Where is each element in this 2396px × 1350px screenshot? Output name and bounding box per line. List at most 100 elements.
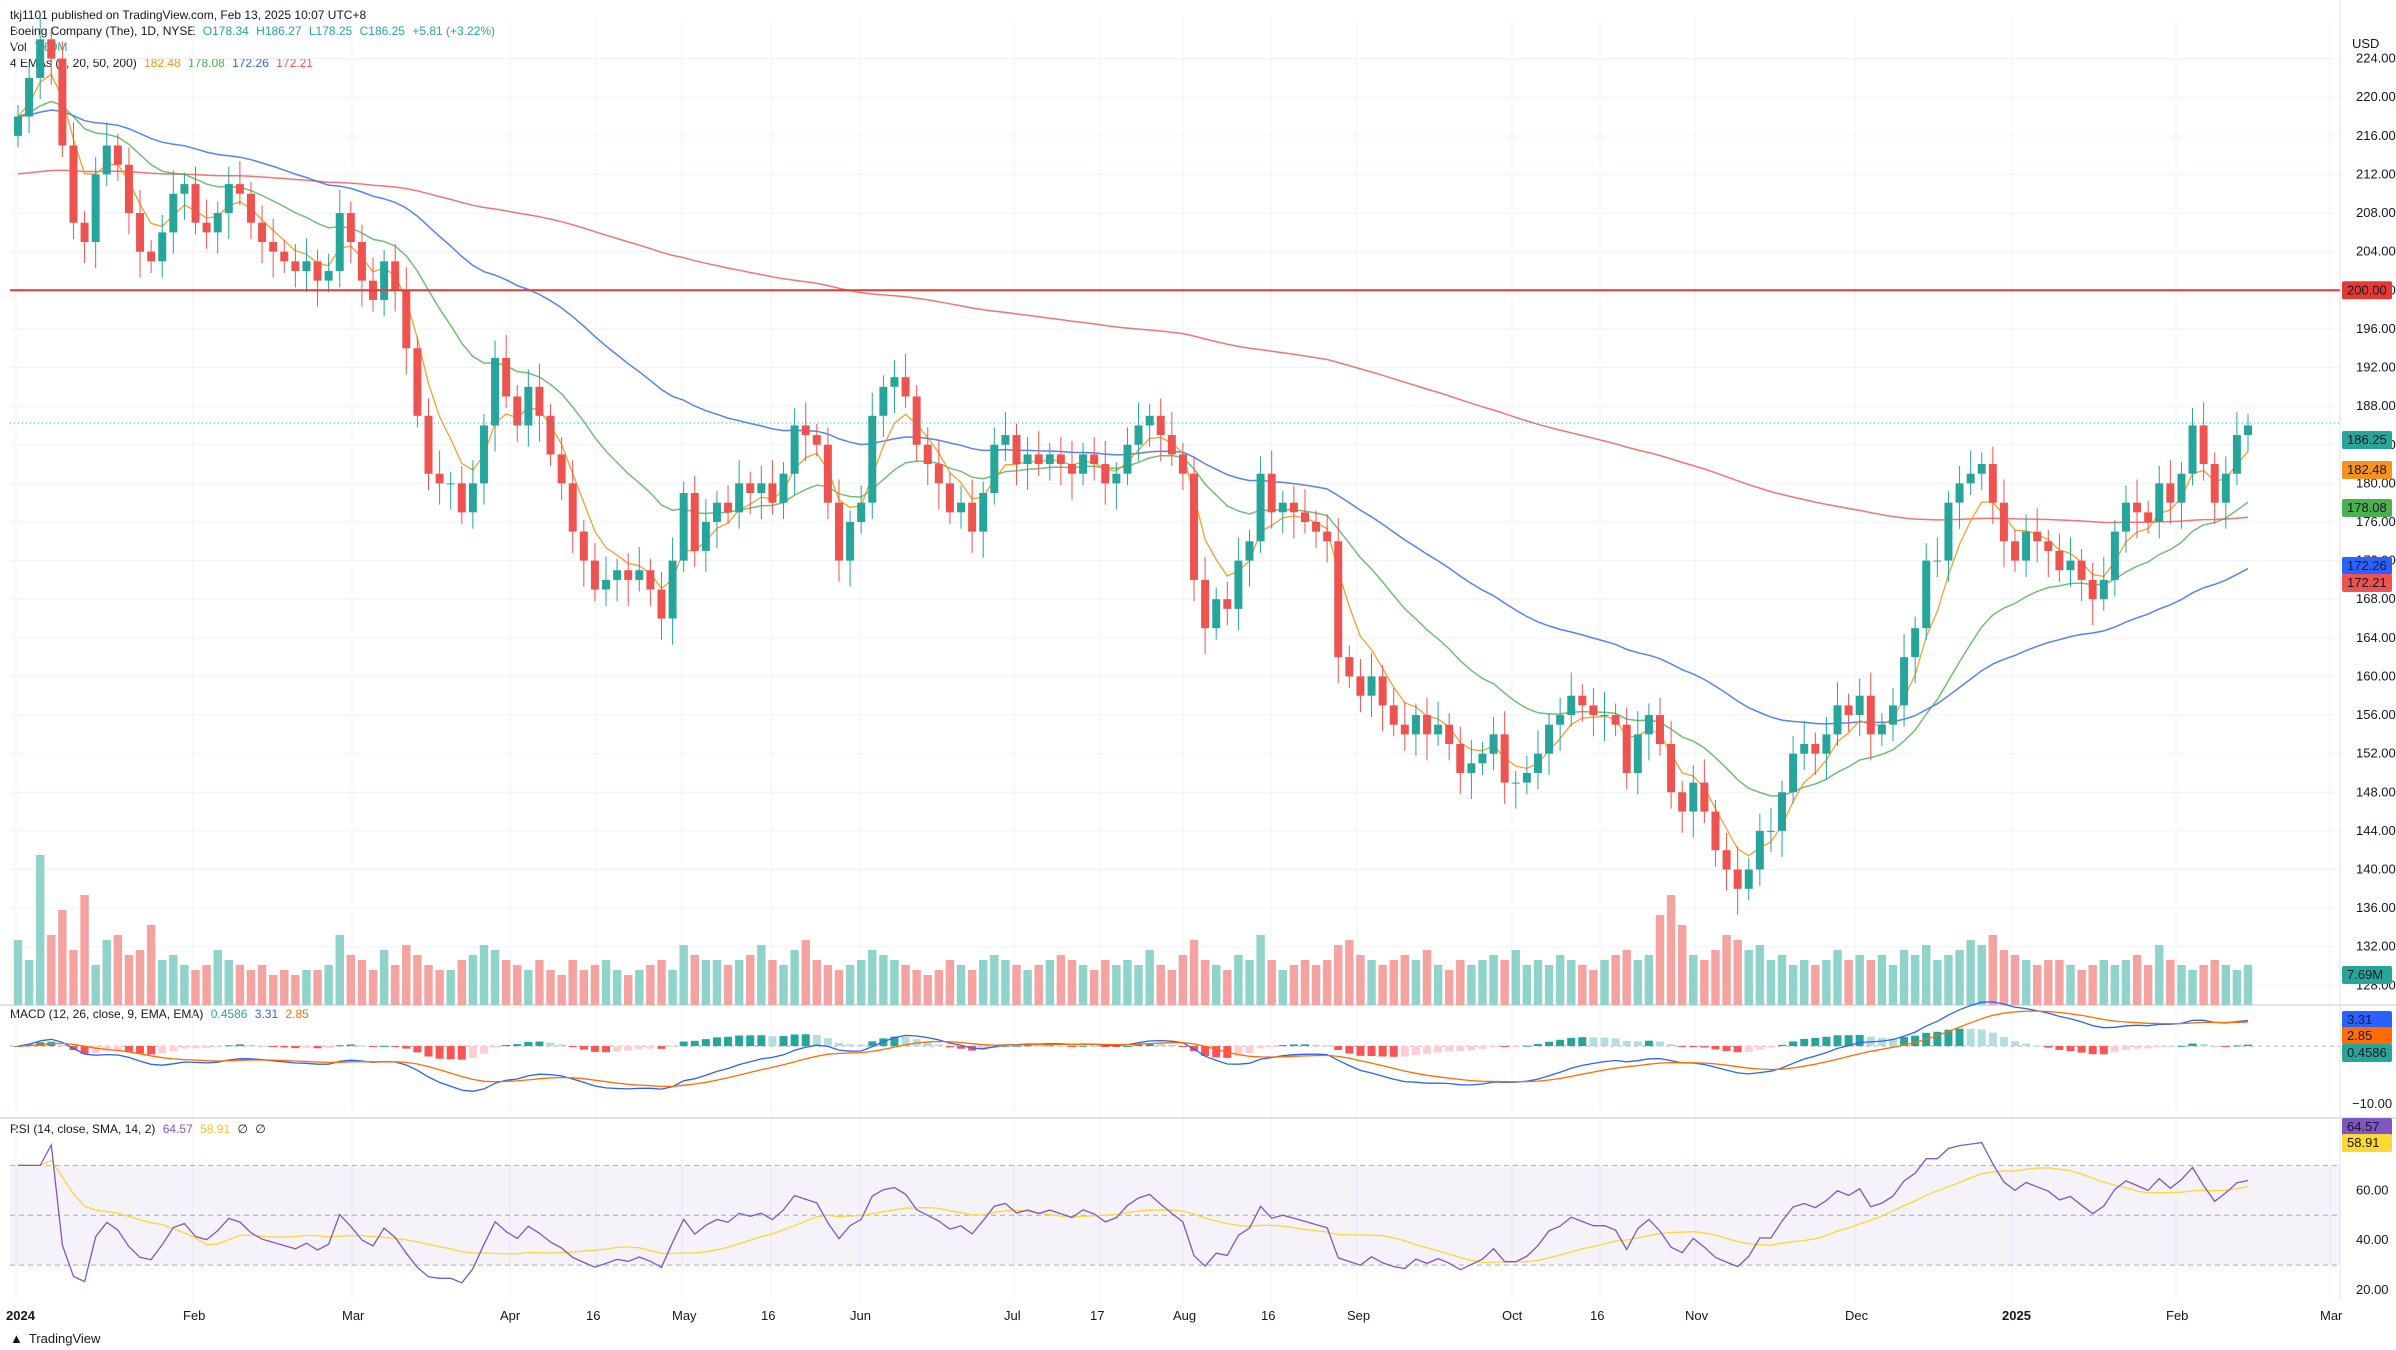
macd-hist-bar: [690, 1040, 699, 1047]
volume-bar: [402, 945, 411, 1005]
macd-hist-bar: [258, 1045, 267, 1047]
macd-hist-bar: [302, 1046, 311, 1048]
macd-hist-bar: [1900, 1037, 1909, 1047]
candle-body: [468, 483, 477, 513]
macd-hist-bar: [1578, 1037, 1587, 1047]
macd-hist-bar: [479, 1046, 488, 1054]
macd-hist-bar: [2144, 1046, 2153, 1049]
macd-hist-bar: [1434, 1046, 1443, 1053]
rsi-extra-2: ∅: [255, 1122, 266, 1136]
volume-bar: [1001, 960, 1010, 1005]
macd-hist-bar: [790, 1034, 799, 1047]
volume-bar: [1444, 970, 1454, 1005]
time-tick-label: Mar: [2320, 1308, 2343, 1323]
volume-bar: [1400, 955, 1410, 1005]
macd-hist-bar: [1944, 1029, 1953, 1047]
macd-hist-bar: [1378, 1046, 1387, 1057]
ema20-line: [17, 100, 2249, 797]
candle-body: [136, 213, 145, 252]
candle-body: [735, 483, 744, 513]
candle-body: [557, 454, 566, 484]
macd-hist-bar: [468, 1046, 477, 1058]
macd-hist-bar: [1056, 1045, 1065, 1047]
volume-bar: [524, 970, 533, 1005]
candle-body: [1334, 541, 1343, 658]
volume-bar: [768, 960, 777, 1005]
time-tick-label: 16: [761, 1308, 775, 1323]
candle-body: [169, 193, 178, 233]
macd-hist-bar: [1545, 1041, 1554, 1047]
macd-label[interactable]: MACD (12, 26, close, 9, EMA, EMA): [10, 1007, 204, 1021]
volume-bar: [1234, 955, 1243, 1005]
time-tick-label: Jul: [1004, 1308, 1021, 1323]
macd-hist-bar: [357, 1045, 366, 1047]
macd-hist-bar: [557, 1044, 566, 1047]
symbol-name[interactable]: Boeing Company (The), 1D, NYSE: [10, 24, 196, 38]
macd-hist-bar: [2177, 1045, 2186, 1047]
macd-hist-bar: [1478, 1046, 1487, 1049]
candle-body: [613, 570, 622, 580]
volume-bar: [80, 895, 89, 1005]
volume-bar: [623, 975, 633, 1005]
volume-label[interactable]: Vol: [10, 40, 27, 54]
volume-bar: [646, 965, 655, 1005]
pane-separators: [0, 0, 2396, 1300]
candle-body: [1312, 521, 1321, 532]
volume-bar: [2221, 965, 2231, 1005]
candle-body: [779, 473, 788, 503]
price-tick-label: 176.00: [2356, 514, 2396, 529]
macd-hist-bar: [1533, 1044, 1542, 1047]
price-badge: [2342, 557, 2392, 575]
rsi-label[interactable]: RSI (14, close, SMA, 14, 2): [10, 1122, 156, 1136]
macd-hist-bar: [1811, 1037, 1820, 1047]
candle-body: [2177, 473, 2186, 503]
macd-hist-bar: [2110, 1046, 2119, 1053]
volume-bar: [845, 965, 855, 1005]
macd-hist-bar: [1067, 1046, 1076, 1048]
macd-hist-bar: [1012, 1045, 1021, 1047]
price-badge-label: 172.21: [2347, 575, 2387, 590]
candle-body: [1123, 444, 1132, 474]
candle-body: [1134, 425, 1143, 445]
candle-body: [1766, 830, 1775, 832]
candle-body: [1655, 715, 1664, 745]
candle-body: [1223, 599, 1232, 609]
macd-hist-bar: [180, 1046, 189, 1049]
volume-bar: [1045, 960, 1055, 1005]
candle-body: [180, 184, 189, 194]
macd-hist-bar: [513, 1044, 522, 1047]
candle-body: [446, 483, 455, 485]
price-tick-label: 216.00: [2356, 128, 2396, 143]
candle-body: [1955, 483, 1964, 503]
volume-bar: [1933, 960, 1942, 1005]
macd-hist-bar: [868, 1041, 877, 1047]
candle-body: [435, 473, 444, 484]
macd-hist-bar: [324, 1046, 333, 1048]
volume-bar: [1822, 960, 1831, 1005]
price-badge-label: 182.48: [2347, 462, 2387, 477]
candle-body: [191, 184, 200, 223]
ema20-value: 178.08: [188, 56, 225, 70]
candle-body: [1156, 415, 1165, 436]
macd-hist-bar: [124, 1046, 133, 1052]
publisher-line: tkj1101 published on TradingView.com, Fe…: [10, 8, 367, 22]
macd-hist-bar: [369, 1046, 378, 1048]
candle-body: [868, 415, 877, 503]
candle-body: [1722, 850, 1731, 870]
candle-body: [1500, 734, 1509, 783]
candle-body: [235, 184, 244, 194]
volume-bar: [779, 965, 788, 1005]
candle-body: [1533, 753, 1542, 773]
volume-bar: [1489, 955, 1498, 1005]
candle-body: [1822, 734, 1831, 754]
candle-body: [768, 483, 777, 503]
macd-hist-bar: [1722, 1046, 1731, 1051]
macd-hist-bar: [1145, 1043, 1154, 1047]
pane-value-badge: [2342, 1134, 2392, 1152]
candle-body: [1289, 502, 1298, 513]
volume-bar: [2210, 960, 2219, 1005]
macd-hist-bar: [1245, 1046, 1254, 1054]
candle-body: [302, 261, 311, 271]
candle-body: [823, 444, 832, 503]
